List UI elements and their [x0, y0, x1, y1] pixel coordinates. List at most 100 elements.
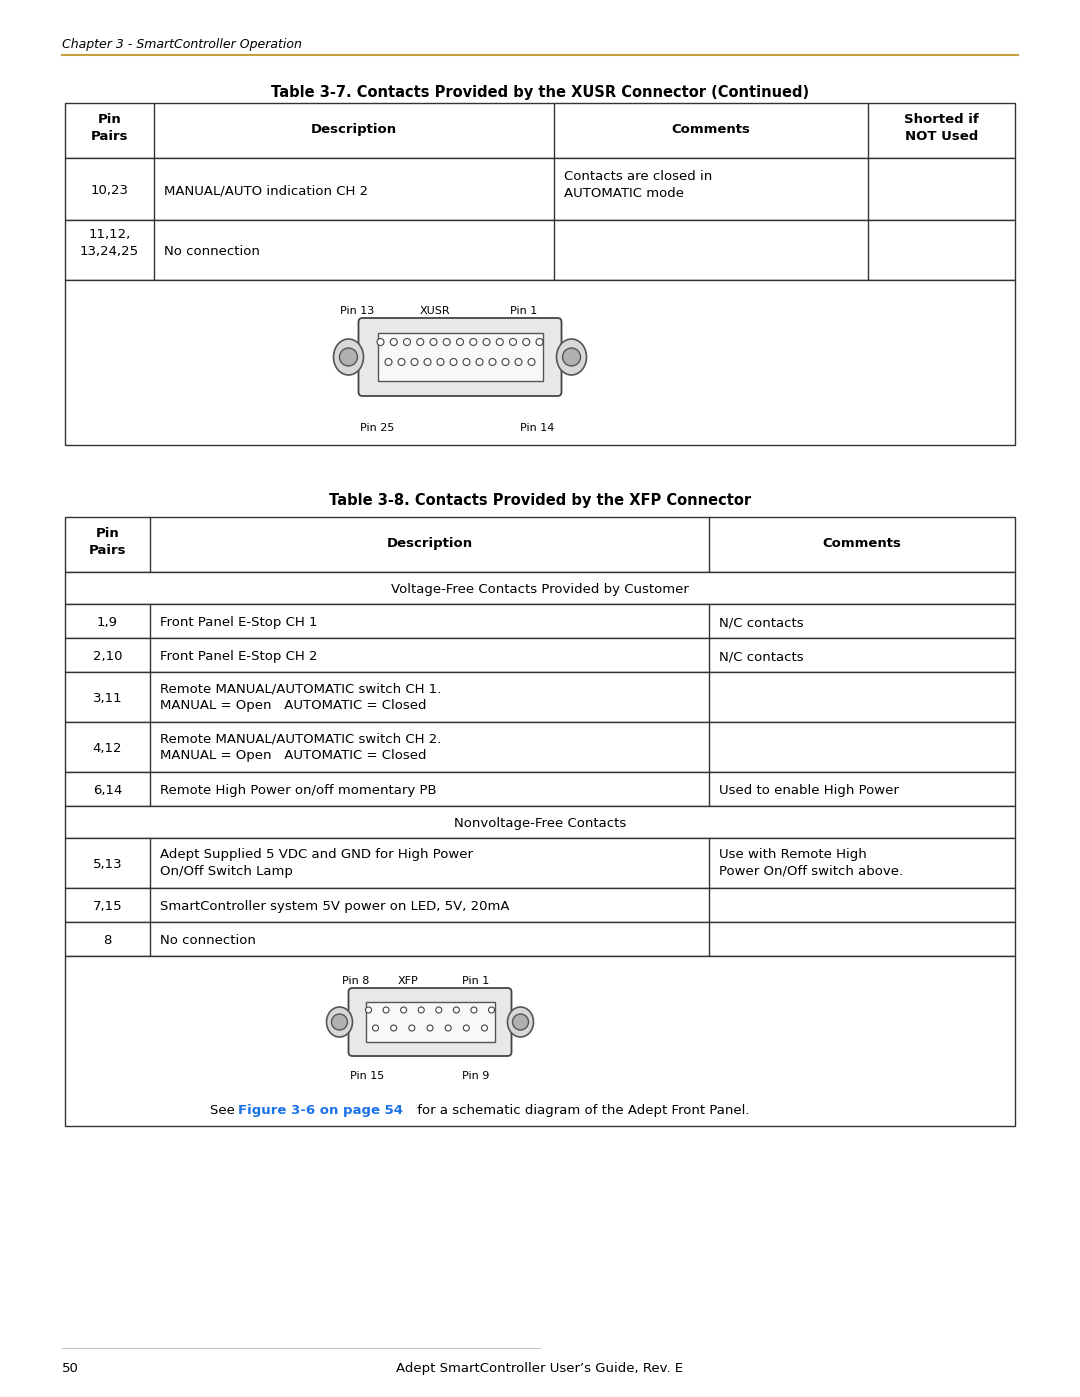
Text: Use with Remote High
Power On/Off switch above.: Use with Remote High Power On/Off switch…: [719, 848, 903, 877]
Text: 2,10: 2,10: [93, 650, 122, 664]
Circle shape: [488, 1007, 495, 1013]
Text: Comments: Comments: [672, 123, 751, 136]
Text: No connection: No connection: [164, 244, 260, 258]
Text: Figure 3-6 on page 54: Figure 3-6 on page 54: [238, 1104, 403, 1118]
Circle shape: [463, 1025, 470, 1031]
Text: Adept SmartController User’s Guide, Rev. E: Adept SmartController User’s Guide, Rev.…: [396, 1362, 684, 1375]
Circle shape: [483, 338, 490, 345]
Text: Pin 8: Pin 8: [342, 977, 369, 986]
Text: Front Panel E-Stop CH 1: Front Panel E-Stop CH 1: [160, 616, 318, 629]
Circle shape: [513, 1014, 528, 1030]
Circle shape: [463, 359, 470, 366]
Circle shape: [496, 338, 503, 345]
Text: Remote MANUAL/AUTOMATIC switch CH 2.
MANUAL = Open   AUTOMATIC = Closed: Remote MANUAL/AUTOMATIC switch CH 2. MAN…: [160, 732, 442, 761]
Text: Table 3-7. Contacts Provided by the XUSR Connector (Continued): Table 3-7. Contacts Provided by the XUSR…: [271, 85, 809, 101]
Bar: [65, 722, 1015, 773]
Circle shape: [332, 1014, 348, 1030]
Circle shape: [457, 338, 463, 345]
Circle shape: [418, 1007, 424, 1013]
Circle shape: [471, 1007, 477, 1013]
Text: Pin 25: Pin 25: [360, 423, 394, 433]
Text: N/C contacts: N/C contacts: [719, 616, 804, 629]
Text: Pin 14: Pin 14: [519, 423, 554, 433]
Text: 8: 8: [104, 935, 111, 947]
Bar: [65, 888, 1015, 922]
Text: Voltage-Free Contacts Provided by Customer: Voltage-Free Contacts Provided by Custom…: [391, 583, 689, 597]
Text: 11,12,
13,24,25: 11,12, 13,24,25: [80, 228, 139, 258]
Text: 6,14: 6,14: [93, 784, 122, 798]
Text: Pin 9: Pin 9: [462, 1071, 489, 1081]
Circle shape: [502, 359, 509, 366]
Circle shape: [430, 338, 437, 345]
Circle shape: [377, 338, 384, 345]
Text: Comments: Comments: [823, 536, 902, 550]
Text: No connection: No connection: [160, 935, 256, 947]
Text: Description: Description: [387, 536, 473, 550]
Bar: [65, 517, 1015, 571]
Text: Remote MANUAL/AUTOMATIC switch CH 1.
MANUAL = Open   AUTOMATIC = Closed: Remote MANUAL/AUTOMATIC switch CH 1. MAN…: [160, 682, 442, 712]
Circle shape: [528, 359, 535, 366]
Text: XUSR: XUSR: [420, 306, 450, 316]
Text: 7,15: 7,15: [93, 900, 122, 914]
Circle shape: [409, 1025, 415, 1031]
FancyBboxPatch shape: [359, 319, 562, 395]
Bar: [378, 332, 542, 381]
Circle shape: [489, 359, 496, 366]
Circle shape: [404, 338, 410, 345]
Bar: [65, 672, 1015, 722]
Text: Contacts are closed in
AUTOMATIC mode: Contacts are closed in AUTOMATIC mode: [564, 170, 712, 200]
Text: N/C contacts: N/C contacts: [719, 650, 804, 664]
Text: MANUAL/AUTO indication CH 2: MANUAL/AUTO indication CH 2: [164, 184, 368, 197]
Circle shape: [365, 1007, 372, 1013]
Circle shape: [470, 338, 476, 345]
Circle shape: [443, 338, 450, 345]
Text: Remote High Power on/off momentary PB: Remote High Power on/off momentary PB: [160, 784, 436, 798]
Text: See: See: [210, 1104, 239, 1118]
Circle shape: [427, 1025, 433, 1031]
Text: Pin 1: Pin 1: [510, 306, 537, 316]
Circle shape: [510, 338, 516, 345]
Circle shape: [536, 338, 543, 345]
Text: Pin 13: Pin 13: [340, 306, 375, 316]
Circle shape: [339, 348, 357, 366]
Text: 4,12: 4,12: [93, 742, 122, 754]
Circle shape: [424, 359, 431, 366]
Circle shape: [399, 359, 405, 366]
Text: Description: Description: [311, 123, 397, 136]
Text: Used to enable High Power: Used to enable High Power: [719, 784, 899, 798]
Ellipse shape: [334, 339, 364, 374]
Text: Pin 1: Pin 1: [462, 977, 489, 986]
Bar: [65, 806, 1015, 838]
Bar: [65, 158, 1015, 219]
Text: Shorted if
NOT Used: Shorted if NOT Used: [904, 113, 978, 142]
Circle shape: [450, 359, 457, 366]
Bar: [365, 1002, 495, 1042]
Bar: [65, 638, 1015, 672]
Circle shape: [401, 1007, 407, 1013]
Bar: [65, 571, 1015, 604]
Bar: [65, 103, 1015, 158]
Bar: [65, 604, 1015, 638]
Text: Chapter 3 - SmartController Operation: Chapter 3 - SmartController Operation: [62, 38, 302, 52]
Text: 1,9: 1,9: [97, 616, 118, 629]
Circle shape: [476, 359, 483, 366]
Circle shape: [391, 1025, 396, 1031]
Circle shape: [436, 1007, 442, 1013]
Text: Table 3-8. Contacts Provided by the XFP Connector: Table 3-8. Contacts Provided by the XFP …: [329, 493, 751, 509]
Text: Front Panel E-Stop CH 2: Front Panel E-Stop CH 2: [160, 650, 318, 664]
Bar: [65, 219, 1015, 279]
Circle shape: [411, 359, 418, 366]
Circle shape: [437, 359, 444, 366]
Text: 10,23: 10,23: [91, 184, 129, 197]
Circle shape: [384, 359, 392, 366]
Text: XFP: XFP: [399, 977, 419, 986]
Circle shape: [523, 338, 530, 345]
Text: Pin
Pairs: Pin Pairs: [91, 113, 129, 142]
Text: SmartController system 5V power on LED, 5V, 20mA: SmartController system 5V power on LED, …: [160, 900, 510, 914]
Bar: [65, 838, 1015, 888]
Circle shape: [515, 359, 522, 366]
Ellipse shape: [508, 1007, 534, 1037]
Circle shape: [482, 1025, 487, 1031]
Ellipse shape: [556, 339, 586, 374]
Circle shape: [383, 1007, 389, 1013]
